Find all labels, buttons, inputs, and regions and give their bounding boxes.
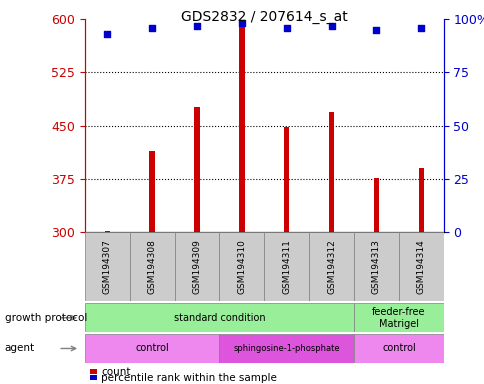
- Point: [372, 27, 379, 33]
- Point: [327, 23, 335, 29]
- Point: [148, 25, 156, 31]
- Text: percentile rank within the sample: percentile rank within the sample: [101, 372, 277, 383]
- Bar: [239, 22, 244, 232]
- Text: GDS2832 / 207614_s_at: GDS2832 / 207614_s_at: [181, 10, 347, 23]
- Text: GSM194310: GSM194310: [237, 240, 246, 294]
- Bar: [398, 232, 443, 301]
- Text: GSM194309: GSM194309: [192, 240, 201, 294]
- Bar: [353, 303, 443, 332]
- Text: growth protocol: growth protocol: [5, 313, 87, 323]
- Point: [282, 25, 290, 31]
- Bar: [353, 232, 398, 301]
- Bar: [284, 127, 289, 232]
- Bar: [174, 232, 219, 301]
- Bar: [85, 303, 353, 332]
- Text: count: count: [101, 366, 131, 377]
- Text: feeder-free
Matrigel: feeder-free Matrigel: [371, 307, 425, 329]
- Bar: [418, 168, 423, 232]
- Point: [103, 31, 111, 37]
- Bar: [219, 232, 264, 301]
- Bar: [129, 232, 174, 301]
- Text: standard condition: standard condition: [173, 313, 265, 323]
- Text: sphingosine-1-phosphate: sphingosine-1-phosphate: [233, 344, 339, 353]
- Bar: [309, 232, 353, 301]
- Point: [417, 25, 424, 31]
- Bar: [149, 151, 154, 232]
- Bar: [194, 107, 199, 232]
- Bar: [85, 334, 219, 363]
- Text: GSM194314: GSM194314: [416, 240, 425, 294]
- Text: GSM194308: GSM194308: [147, 240, 156, 294]
- Bar: [264, 232, 308, 301]
- Text: control: control: [135, 343, 169, 354]
- Bar: [105, 231, 110, 232]
- Text: GSM194307: GSM194307: [103, 240, 112, 294]
- Bar: [219, 334, 353, 363]
- Point: [193, 23, 200, 29]
- Text: GSM194312: GSM194312: [326, 240, 335, 294]
- Bar: [85, 232, 129, 301]
- Text: GSM194313: GSM194313: [371, 240, 380, 294]
- Text: GSM194311: GSM194311: [282, 240, 291, 294]
- Bar: [353, 334, 443, 363]
- Bar: [328, 111, 333, 232]
- Text: control: control: [381, 343, 415, 354]
- Bar: [373, 178, 378, 232]
- Text: agent: agent: [5, 343, 35, 354]
- Point: [238, 20, 245, 26]
